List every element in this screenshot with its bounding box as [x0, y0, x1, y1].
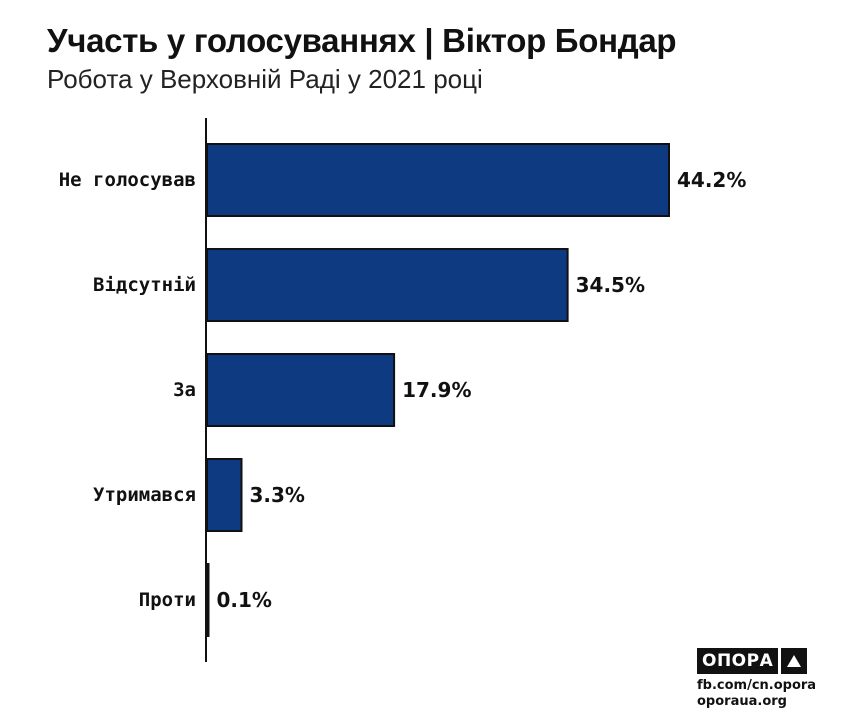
category-label-3: Утримався	[93, 484, 196, 506]
logo-text: ОПОРА	[697, 648, 779, 674]
category-label-1: Відсутній	[93, 274, 196, 296]
labels-layer: Не голосував 44.2% Відсутній 34.5% За 17.9% Ут…	[59, 168, 747, 612]
bar-0	[206, 143, 670, 217]
bar-1	[206, 248, 569, 322]
chart-subtitle: Робота у Верховній Раді у 2021 році	[47, 64, 483, 94]
value-label-1: 34.5%	[576, 273, 645, 297]
triangle-icon	[781, 648, 808, 674]
bar-2	[206, 353, 396, 427]
value-label-4: 0.1%	[217, 588, 272, 612]
category-label-2: За	[173, 379, 196, 401]
value-label-2: 17.9%	[402, 378, 471, 402]
value-label-3: 3.3%	[249, 483, 304, 507]
category-label-4: Проти	[139, 589, 196, 611]
footer-link-website[interactable]: oporaua.org	[697, 694, 787, 709]
value-label-0: 44.2%	[677, 168, 746, 192]
opora-logo: ОПОРА	[697, 648, 808, 674]
footer-link-facebook[interactable]: fb.com/cn.opora	[697, 678, 817, 693]
bar-4	[206, 563, 210, 637]
category-label-0: Не голосував	[59, 169, 196, 191]
bar-3	[206, 458, 243, 532]
chart-title: Участь у голосуваннях | Віктор Бондар	[47, 22, 677, 59]
bars-layer	[206, 143, 670, 637]
